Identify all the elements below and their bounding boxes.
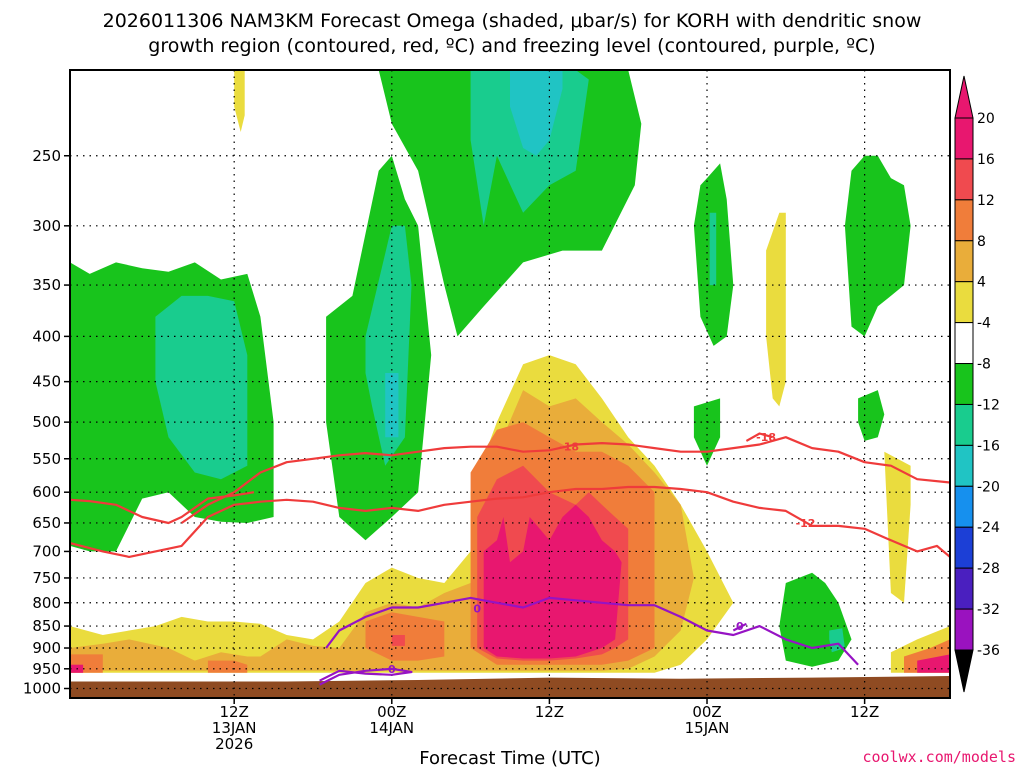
omega-region-10 (844, 155, 911, 337)
x-tick-label-18-1: 00Z (377, 703, 406, 721)
omega-region-9 (709, 212, 717, 286)
isotherm-line-6 (732, 622, 747, 632)
y-tick-label-1000: 1000 (23, 680, 61, 698)
colorbar-label-7: -12 (977, 397, 1000, 413)
x-tick-label-54-1: 12Z (850, 703, 879, 721)
omega-region-11 (858, 390, 885, 441)
plot-frame (69, 69, 951, 699)
colorbar-label-13: -36 (977, 643, 1000, 659)
omega-region-7 (510, 70, 563, 156)
y-tick-label-450: 450 (32, 373, 61, 391)
omega-region-1 (155, 295, 248, 480)
colorbar-box-5 (954, 322, 974, 365)
omega-region-25 (391, 635, 405, 646)
colorbar-label-6: -8 (977, 357, 991, 373)
colorbar-box-11 (954, 567, 974, 610)
omega-region-3 (365, 225, 412, 466)
colorbar-box-7 (954, 403, 974, 446)
omega-region-4 (385, 373, 399, 438)
colorbar-box-3 (954, 240, 974, 283)
isotherm-contours: -12 -18 -18 0 0 0 (70, 431, 950, 686)
isotherm-line-4 (325, 596, 859, 666)
colorbar-label-8: -16 (977, 438, 1000, 454)
isotherm-line-3 (745, 432, 773, 442)
y-tick-label-850: 850 (32, 617, 61, 635)
colorbar-label-11: -28 (977, 561, 1000, 577)
y-tick-label-800: 800 (32, 594, 61, 612)
y-tick-label-500: 500 (32, 413, 61, 431)
colorbar: 20 16 12 8 4 -4 -8 -12 -16 -20 -24 -28 -32 -36 (954, 75, 1000, 693)
x-tick-label-42-1: 00Z (692, 703, 721, 721)
isotherm-label-0: -12 (796, 517, 816, 530)
colorbar-label-1: 16 (977, 152, 995, 168)
x-tick-label-6-2: 13JAN (212, 719, 257, 737)
y-axis-ticks: 250 300 350 400 450 500 550 600 650 700 750 800 850 9… (23, 147, 70, 698)
x-axis-label: Forecast Time (UTC) (419, 748, 600, 768)
colorbar-box-6 (954, 363, 974, 405)
colorbar-box-8 (954, 444, 974, 487)
isotherm-line-2 (180, 436, 950, 524)
omega-region-26 (483, 504, 622, 659)
colorbar-box-12 (954, 608, 974, 651)
colorbar-box-2 (954, 199, 974, 242)
colorbar-label-4: 4 (977, 275, 986, 291)
isotherm-label-4: 0 (473, 602, 481, 615)
colorbar-label-0: 20 (977, 111, 995, 127)
colorbar-box-4 (954, 281, 974, 324)
y-tick-label-600: 600 (32, 483, 61, 501)
y-tick-label-350: 350 (32, 276, 61, 294)
y-tick-label-750: 750 (32, 569, 61, 587)
isotherm-label-3: -18 (756, 431, 776, 444)
y-tick-label-250: 250 (32, 147, 61, 165)
colorbar-label-3: 8 (977, 234, 986, 250)
omega-region-12 (693, 398, 721, 466)
omega-region-17 (884, 451, 911, 603)
x-tick-label-6-3: 2026 (215, 735, 253, 753)
omega-region-23 (207, 660, 248, 673)
isotherm-line-0 (70, 485, 950, 559)
omega-region-15 (234, 70, 245, 132)
colorbar-label-9: -20 (977, 479, 1000, 495)
chart-title-line2: growth region (contoured, red, ºC) and f… (148, 35, 875, 57)
terrain-fill (70, 676, 950, 698)
y-tick-label-700: 700 (32, 542, 61, 560)
x-tick-label-18-2: 14JAN (369, 719, 414, 737)
colorbar-top-arrow (954, 75, 974, 119)
x-tick-label-30-1: 12Z (535, 703, 564, 721)
colorbar-label-5: -4 (977, 316, 991, 332)
chart-title-line1: 2026011306 NAM3KM Forecast Omega (shaded… (103, 10, 922, 32)
y-tick-label-400: 400 (32, 327, 61, 345)
isotherm-label-5: 0 (388, 663, 396, 676)
omega-region-16 (766, 212, 786, 407)
x-tick-label-6-1: 12Z (219, 703, 248, 721)
grid-lines (70, 70, 950, 698)
terrain-polygon (70, 676, 950, 698)
y-tick-label-300: 300 (32, 217, 61, 235)
y-tick-label-950: 950 (32, 660, 61, 678)
isotherm-line-5 (319, 667, 413, 686)
omega-region-13 (779, 572, 852, 667)
y-tick-label-900: 900 (32, 639, 61, 657)
colorbar-label-12: -32 (977, 602, 1000, 618)
colorbar-box-0 (954, 117, 974, 160)
y-tick-label-550: 550 (32, 450, 61, 468)
isotherm-label-2: -18 (559, 441, 579, 454)
x-tick-label-42-2: 15JAN (685, 719, 730, 737)
isotherm-label-6: 0 (736, 620, 744, 633)
credit-text[interactable]: coolwx.com/models (862, 748, 1016, 766)
omega-shading (70, 70, 950, 673)
colorbar-box-9 (954, 485, 974, 528)
y-tick-label-650: 650 (32, 514, 61, 532)
colorbar-label-10: -24 (977, 520, 1000, 536)
colorbar-box-10 (954, 526, 974, 569)
colorbar-bottom-arrow (954, 649, 974, 693)
colorbar-label-2: 12 (977, 193, 995, 209)
colorbar-box-1 (954, 158, 974, 201)
